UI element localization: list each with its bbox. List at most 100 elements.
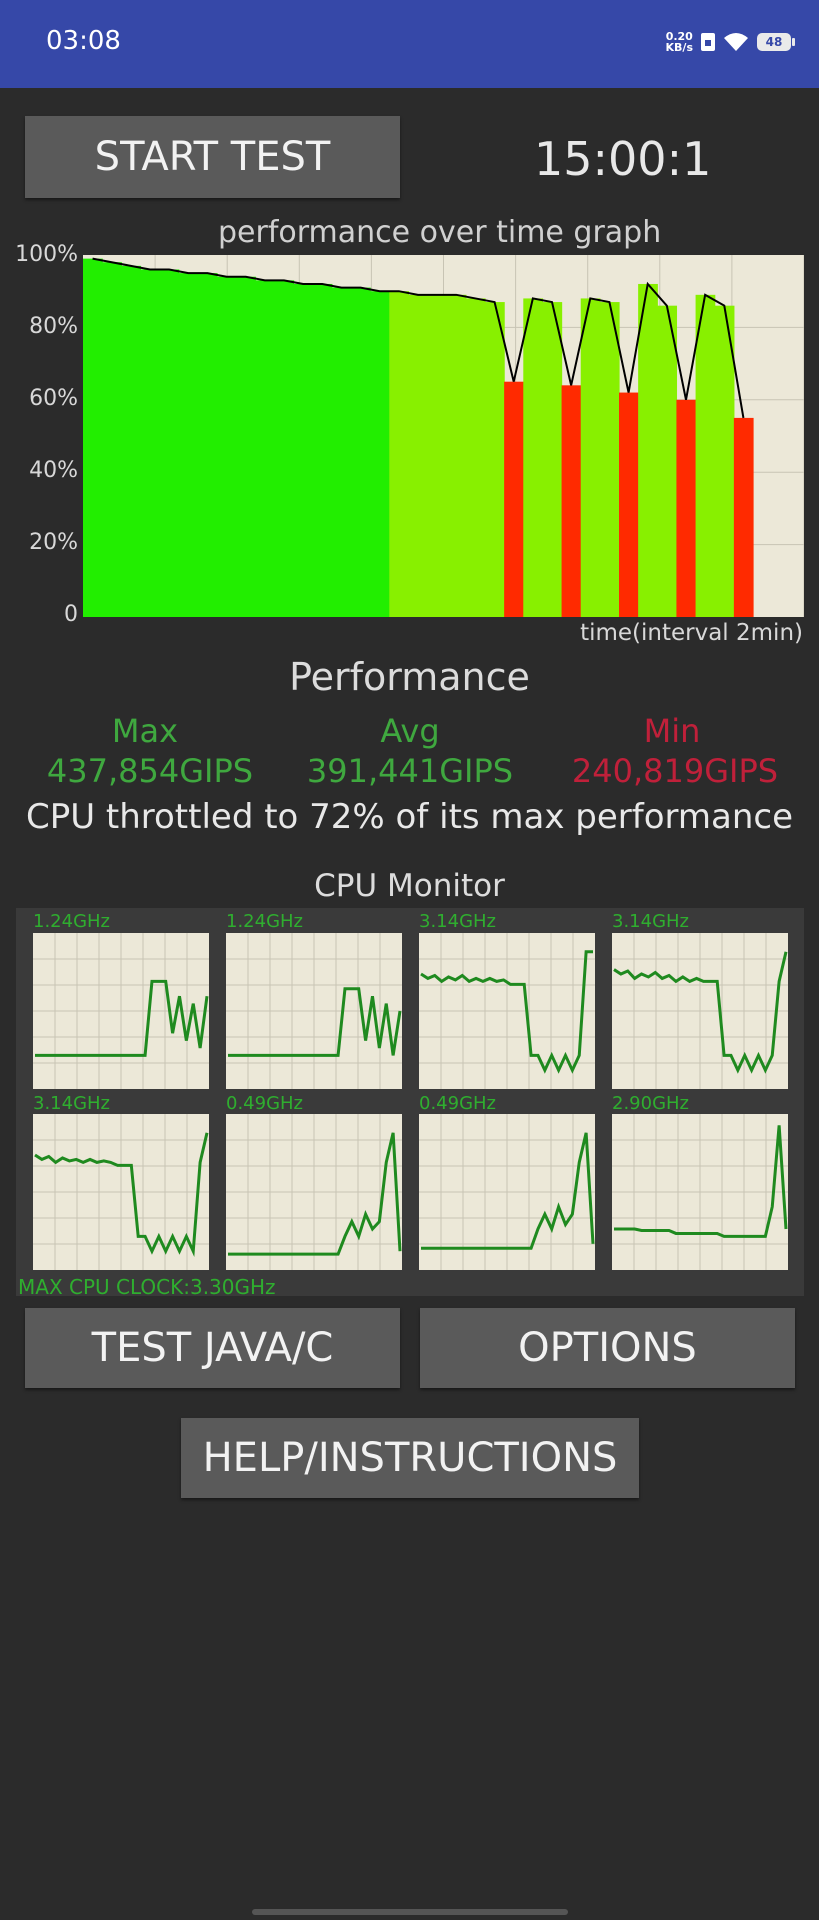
performance-bar — [676, 399, 697, 617]
core-frequency: 3.14GHz — [419, 911, 497, 932]
status-bar: 03:08 0.20 KB/s 48 — [0, 0, 819, 88]
performance-bar — [370, 291, 390, 617]
performance-bar — [255, 280, 276, 617]
start-test-button[interactable]: START TEST — [25, 116, 400, 198]
performance-bar — [561, 385, 582, 617]
performance-bar — [714, 305, 735, 617]
wifi-icon — [724, 33, 748, 51]
core-usage-line — [228, 1132, 402, 1256]
y-tick-label: 40% — [29, 458, 78, 483]
performance-bar — [542, 302, 563, 617]
core-usage-line — [421, 1132, 595, 1250]
performance-bar — [274, 280, 295, 617]
performance-bar — [695, 294, 716, 617]
performance-bar — [446, 294, 467, 617]
performance-bar — [408, 294, 429, 617]
status-icons: 0.20 KB/s 48 — [666, 24, 795, 60]
performance-bar — [159, 269, 180, 617]
performance-bar — [331, 287, 352, 617]
test-java-c-button[interactable]: TEST JAVA/C — [25, 1308, 400, 1388]
performance-bar — [312, 283, 333, 617]
y-tick-label: 100% — [15, 242, 78, 267]
core-graph-plot — [226, 933, 402, 1089]
test-timer: 15:00:1 — [534, 132, 712, 186]
performance-bar — [485, 302, 505, 617]
max-value: 437,854GIPS — [46, 752, 254, 790]
performance-bar — [599, 302, 620, 617]
avg-label: Avg — [380, 712, 440, 750]
performance-bar — [657, 305, 678, 617]
core-frequency: 0.49GHz — [419, 1093, 497, 1114]
performance-bar — [351, 287, 371, 617]
core-graph-plot — [419, 1114, 595, 1270]
min-label: Min — [643, 712, 701, 750]
performance-bar — [140, 269, 161, 617]
performance-bar — [389, 291, 410, 617]
performance-bar — [102, 262, 122, 617]
core-graph — [612, 933, 788, 1089]
min-value: 240,819GIPS — [571, 752, 779, 790]
throttle-message: CPU throttled to 72% of its max performa… — [25, 797, 794, 837]
core-graph — [419, 933, 595, 1089]
core-frequency: 3.14GHz — [612, 911, 690, 932]
core-graph — [612, 1114, 788, 1270]
core-graph-plot — [33, 933, 209, 1089]
x-axis-label: time(interval 2min) — [580, 620, 803, 646]
core-frequency: 0.49GHz — [226, 1093, 304, 1114]
cpu-monitor-title: CPU Monitor — [314, 868, 505, 904]
avg-value: 391,441GIPS — [306, 752, 514, 790]
performance-bar — [580, 298, 601, 617]
options-button[interactable]: OPTIONS — [420, 1308, 795, 1388]
performance-bar — [619, 392, 639, 617]
help-instructions-button[interactable]: HELP/INSTRUCTIONS — [181, 1418, 639, 1498]
core-graph — [419, 1114, 595, 1270]
performance-bar — [197, 273, 218, 617]
performance-bar — [504, 381, 524, 617]
core-graph — [226, 933, 402, 1089]
performance-bar — [178, 273, 199, 617]
y-tick-label: 0 — [64, 602, 78, 627]
performance-graph-plot — [83, 255, 805, 617]
graph-title: performance over time graph — [218, 215, 662, 250]
performance-line — [92, 257, 745, 419]
core-graph — [33, 933, 209, 1089]
sim-card-icon — [701, 33, 715, 51]
network-speed-value: 0.20 — [665, 30, 693, 43]
core-graph-plot — [33, 1114, 209, 1270]
core-graph-plot — [612, 1114, 788, 1270]
status-time: 03:08 — [46, 26, 121, 56]
core-usage-line — [228, 987, 402, 1057]
core-graph-plot — [419, 933, 595, 1089]
core-graph-plot — [226, 1114, 402, 1270]
core-frequency: 1.24GHz — [33, 911, 111, 932]
performance-bar — [83, 258, 103, 617]
core-frequency: 3.14GHz — [33, 1093, 111, 1114]
performance-title: Performance — [289, 655, 530, 699]
performance-bar — [217, 276, 237, 617]
core-usage-line — [614, 1125, 788, 1238]
performance-bar — [427, 294, 448, 617]
core-usage-line — [613, 951, 788, 1074]
network-speed: 0.20 KB/s — [666, 31, 693, 53]
max-cpu-clock: MAX CPU CLOCK:3.30GHz — [18, 1275, 276, 1299]
performance-graph — [83, 255, 805, 617]
performance-bar — [293, 283, 314, 617]
y-tick-label: 60% — [29, 386, 78, 411]
performance-bar — [638, 283, 658, 617]
y-tick-label: 80% — [29, 314, 78, 339]
performance-bar — [733, 417, 754, 617]
y-tick-label: 20% — [29, 530, 78, 555]
core-frequency: 1.24GHz — [226, 911, 304, 932]
core-usage-line — [420, 950, 593, 1074]
core-usage-line — [35, 979, 209, 1057]
performance-bar — [121, 265, 142, 617]
core-graph — [33, 1114, 209, 1270]
performance-bar — [465, 298, 486, 617]
network-speed-unit: KB/s — [665, 41, 693, 54]
battery-icon: 48 — [757, 33, 795, 51]
core-graph-plot — [612, 933, 788, 1089]
core-usage-line — [34, 1132, 209, 1258]
home-indicator[interactable] — [252, 1909, 568, 1915]
performance-bar — [523, 298, 544, 617]
core-frequency: 2.90GHz — [612, 1093, 690, 1114]
